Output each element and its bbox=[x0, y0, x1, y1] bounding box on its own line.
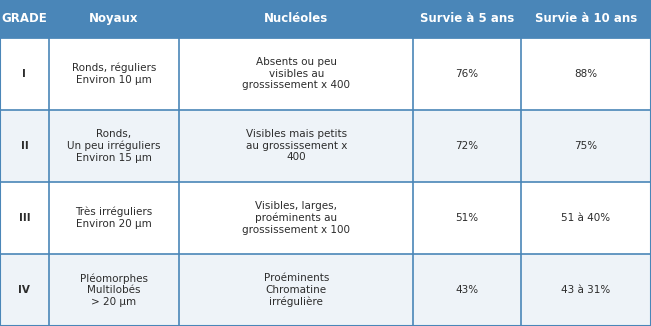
Text: 88%: 88% bbox=[574, 68, 598, 79]
Text: Nucléoles: Nucléoles bbox=[264, 12, 328, 25]
Bar bbox=[0, 0, 651, 37]
Text: Très irréguliers
Environ 20 μm: Très irréguliers Environ 20 μm bbox=[76, 207, 152, 229]
Text: Proéminents
Chromatine
irrégulière: Proéminents Chromatine irrégulière bbox=[264, 273, 329, 307]
Text: Ronds, réguliers
Environ 10 μm: Ronds, réguliers Environ 10 μm bbox=[72, 63, 156, 85]
Bar bbox=[0, 182, 651, 254]
Bar bbox=[0, 110, 651, 182]
Text: 51 à 40%: 51 à 40% bbox=[561, 213, 611, 223]
Text: Survie à 5 ans: Survie à 5 ans bbox=[420, 12, 514, 25]
Text: GRADE: GRADE bbox=[1, 12, 48, 25]
Text: Absents ou peu
visibles au
grossissement x 400: Absents ou peu visibles au grossissement… bbox=[242, 57, 350, 90]
Text: I: I bbox=[23, 68, 26, 79]
Text: Visibles mais petits
au grossissement x
400: Visibles mais petits au grossissement x … bbox=[245, 129, 347, 162]
Bar bbox=[0, 37, 651, 110]
Text: Survie à 10 ans: Survie à 10 ans bbox=[534, 12, 637, 25]
Text: Noyaux: Noyaux bbox=[89, 12, 139, 25]
Text: Pléomorphes
Multilobés
> 20 μm: Pléomorphes Multilobés > 20 μm bbox=[80, 273, 148, 307]
Text: 76%: 76% bbox=[456, 68, 478, 79]
Text: Ronds,
Un peu irréguliers
Environ 15 μm: Ronds, Un peu irréguliers Environ 15 μm bbox=[67, 129, 161, 163]
Text: Visibles, larges,
proéminents au
grossissement x 100: Visibles, larges, proéminents au grossis… bbox=[242, 201, 350, 235]
Bar bbox=[0, 254, 651, 326]
Text: 43%: 43% bbox=[456, 285, 478, 295]
Text: 43 à 31%: 43 à 31% bbox=[561, 285, 611, 295]
Text: 75%: 75% bbox=[574, 141, 598, 151]
Text: 72%: 72% bbox=[456, 141, 478, 151]
Text: III: III bbox=[19, 213, 30, 223]
Text: IV: IV bbox=[18, 285, 31, 295]
Text: II: II bbox=[21, 141, 28, 151]
Text: 51%: 51% bbox=[456, 213, 478, 223]
